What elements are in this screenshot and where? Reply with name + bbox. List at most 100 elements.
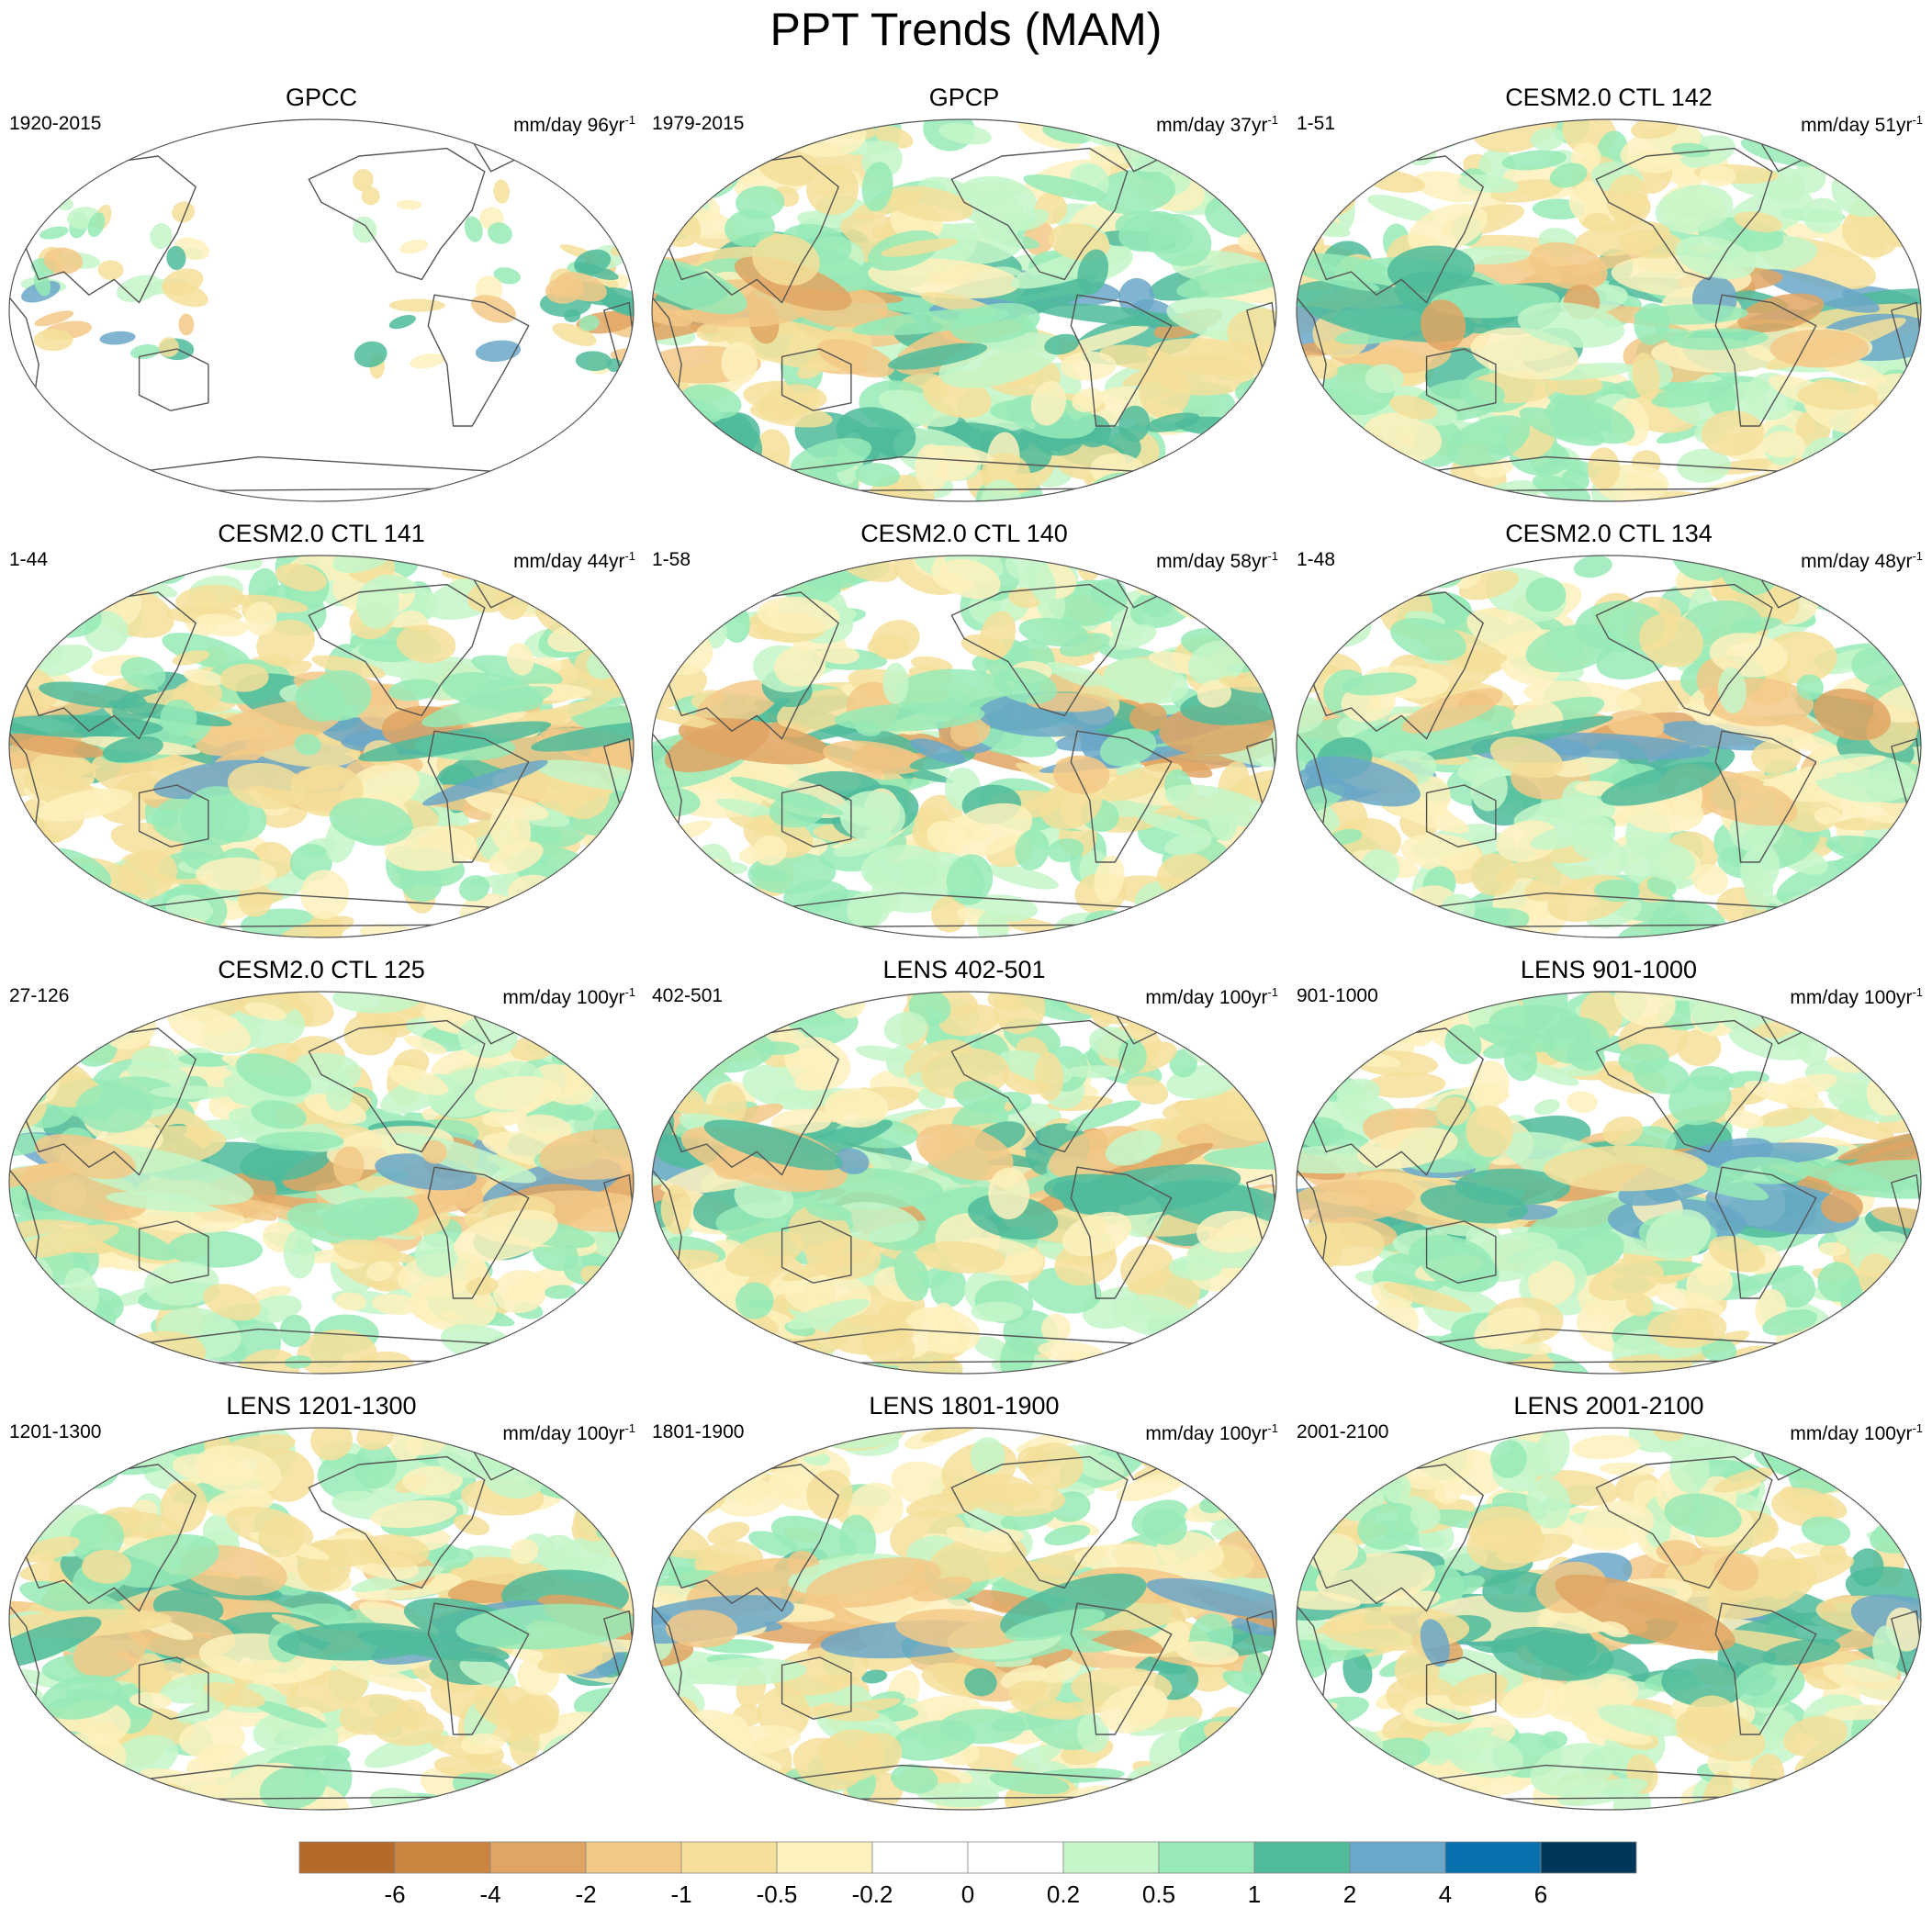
colorbar-label: 0 [961,1880,974,1908]
panel-units: mm/day 100yr-1 [1145,981,1278,1010]
map-plot [651,555,1277,938]
colorbar-swatch [1253,1841,1351,1874]
colorbar-swatch [1062,1841,1160,1874]
panel-units: mm/day 51yr-1 [1801,108,1923,138]
map-panel: LENS 1201-1300 1201-1300 mm/day 100yr-1 [0,1391,643,1823]
panel-units-value: mm/day 100 [1145,1423,1252,1444]
panel-period: 1-44 [9,549,49,570]
panel-title: GPCP [928,84,1000,111]
panel-units: mm/day 48yr-1 [1801,544,1923,574]
colorbar-swatch [776,1841,873,1874]
panel-period: 901-1000 [1297,985,1378,1006]
map-boundary [8,1427,635,1811]
panel-units-exponent: -1 [1267,1421,1278,1435]
map-panel: GPCP 1979-2015 mm/day 37yr-1 [643,83,1286,514]
map-boundary [651,118,1277,502]
map-plot [651,118,1277,502]
panel-units-exponent: -1 [1912,1421,1923,1435]
map-panel: CESM2.0 CTL 142 1-51 mm/day 51yr-1 [1287,83,1930,514]
panel-units-exponent: -1 [1912,549,1923,563]
colorbar-label: -0.5 [757,1880,798,1908]
panel-units-suffix: yr [1895,551,1913,572]
colorbar-label: -6 [384,1880,405,1908]
panel-units-exponent: -1 [1267,113,1278,127]
map-boundary [651,991,1277,1375]
colorbar-label: -1 [670,1880,691,1908]
colorbar-label: 0.2 [1047,1880,1080,1908]
panel-units-value: mm/day 44 [513,551,609,572]
map-panel: LENS 1801-1900 1801-1900 mm/day 100yr-1 [643,1391,1286,1823]
map-plot [8,991,635,1375]
panel-units-value: mm/day 37 [1156,115,1252,136]
panel-title: CESM2.0 CTL 134 [1505,520,1713,547]
panel-units-value: mm/day 100 [1790,1423,1896,1444]
panel-period: 27-126 [9,985,70,1006]
panel-period: 402-501 [652,985,724,1006]
map-boundary [8,118,635,502]
panel-units-suffix: yr [1251,1423,1268,1444]
colorbar-label: -4 [479,1880,500,1908]
colorbar-swatch [298,1841,396,1874]
panel-units-value: mm/day 100 [502,1423,609,1444]
colorbar-label: 4 [1439,1880,1452,1908]
panel-period: 1-51 [1297,113,1336,134]
colorbar-swatch [585,1841,682,1874]
panel-units-exponent: -1 [624,1421,635,1435]
panel-units-exponent: -1 [1267,985,1278,999]
panel-title: GPCC [285,84,357,111]
panel-units-exponent: -1 [1267,549,1278,563]
map-plot [1296,555,1922,938]
panel-units-suffix: yr [608,987,625,1008]
panel-units-suffix: yr [1895,987,1913,1008]
panel-title: LENS 901-1000 [1520,956,1698,983]
map-boundary [1296,991,1922,1375]
panel-units-suffix: yr [1895,115,1913,136]
panel-units-value: mm/day 58 [1156,551,1252,572]
panel-units: mm/day 100yr-1 [1790,1417,1923,1446]
panel-units: mm/day 44yr-1 [513,544,635,574]
map-panel: CESM2.0 CTL 141 1-44 mm/day 44yr-1 [0,519,643,950]
panel-units-value: mm/day 100 [502,987,609,1008]
panel-units-suffix: yr [608,115,625,136]
colorbar-swatch [1540,1841,1637,1874]
panel-units-exponent: -1 [624,549,635,563]
map-plot [651,991,1277,1375]
panel-period: 1979-2015 [652,113,745,134]
map-boundary [651,555,1277,938]
panel-units: mm/day 96yr-1 [513,108,635,138]
colorbar-label: 0.5 [1142,1880,1175,1908]
panel-units-value: mm/day 51 [1801,115,1896,136]
map-panel: GPCC 1920-2015 mm/day 96yr-1 [0,83,643,514]
colorbar-swatch [1444,1841,1542,1874]
map-plot [1296,1427,1922,1811]
figure-title: PPT Trends (MAM) [769,4,1163,55]
colorbar-label: 1 [1248,1880,1261,1908]
colorbar-swatch [1158,1841,1255,1874]
panel-units-value: mm/day 100 [1790,987,1896,1008]
map-plot [8,118,635,502]
panel-units: mm/day 100yr-1 [502,981,635,1010]
map-boundary [1296,1427,1922,1811]
panel-units: mm/day 37yr-1 [1156,108,1278,138]
panel-units-exponent: -1 [1912,985,1923,999]
panel-units: mm/day 100yr-1 [1145,1417,1278,1446]
panel-units: mm/day 58yr-1 [1156,544,1278,574]
colorbar-label: -0.2 [852,1880,893,1908]
map-boundary [1296,555,1922,938]
panel-period: 2001-2100 [1297,1421,1389,1442]
panel-period: 1801-1900 [652,1421,745,1442]
colorbar-swatch [967,1841,1064,1874]
panel-units: mm/day 100yr-1 [1790,981,1923,1010]
map-plot [1296,118,1922,502]
panel-title: CESM2.0 CTL 142 [1505,84,1713,111]
panel-period: 1201-1300 [9,1421,102,1442]
panel-title: CESM2.0 CTL 140 [860,520,1068,547]
colorbar-label: -2 [575,1880,596,1908]
panel-title: LENS 1201-1300 [226,1392,417,1420]
panel-units-exponent: -1 [1912,113,1923,127]
colorbar-swatch [680,1841,778,1874]
panel-units-suffix: yr [1251,987,1268,1008]
panel-units: mm/day 100yr-1 [502,1417,635,1446]
map-panel: LENS 2001-2100 2001-2100 mm/day 100yr-1 [1287,1391,1930,1823]
panel-title: LENS 1801-1900 [869,1392,1060,1420]
